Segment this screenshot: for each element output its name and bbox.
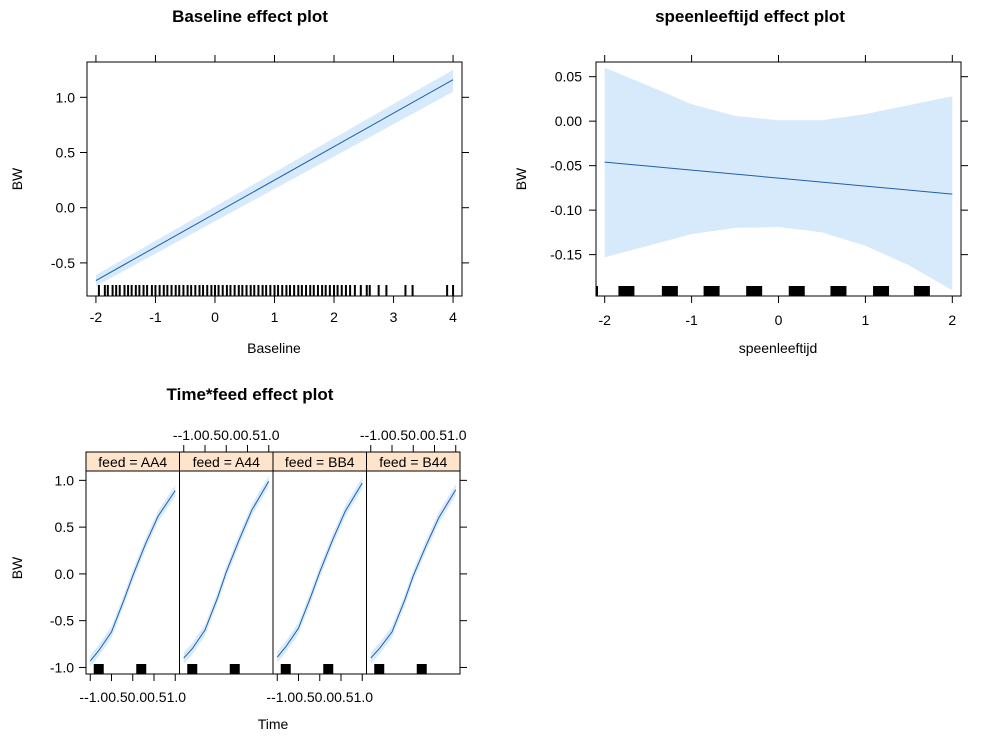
feed-fit-path — [183, 481, 270, 659]
baseline-x-label: Baseline — [247, 340, 301, 356]
time-feed-panel: feed = AA4 — [85, 451, 180, 675]
time-feed-y-tick-label: -0.5 — [50, 613, 74, 629]
baseline-y-tick-label: 1.0 — [56, 89, 76, 105]
baseline-effect-plot: Baseline effect plot -2 -1 0 1 2 3 4 -0.5 0.0 0.5… — [9, 7, 469, 356]
feed-rug-block — [280, 664, 291, 674]
speenleeftijd-y-tick-label: 0.00 — [555, 113, 582, 129]
baseline-fit-path — [95, 79, 454, 281]
baseline-y-tick-label: 0.0 — [56, 200, 76, 216]
time-feed-effect-plot: Time*feed effect plot feed = AA4 feed = A… — [9, 385, 467, 732]
time-feed-plot-title: Time*feed effect plot — [167, 385, 334, 404]
feed-strip-label: feed = BB4 — [285, 454, 355, 470]
speenleeftijd-effect-plot: speenleeftijd effect plot -2 -1 0 1 2 -0.15 -0… — [513, 7, 968, 356]
baseline-x-tick-label: 2 — [330, 309, 338, 325]
speenleeftijd-x-tick-label: 2 — [948, 312, 956, 328]
baseline-x-tick-label: -1 — [149, 309, 162, 325]
speenleeftijd-confidence-band — [604, 67, 953, 291]
speenleeftijd-axes: -2 -1 0 1 2 -0.15 -0.10 -0.05 0.00 0.05 — [550, 55, 968, 328]
feed-strip-label: feed = B44 — [379, 454, 447, 470]
speenleeftijd-fit-line — [604, 161, 953, 195]
time-x-tick-labels: --1.00.50.00.51.0 — [173, 427, 280, 443]
baseline-x-tick-label: 1 — [271, 309, 279, 325]
time-feed-y-tick-label: -1.0 — [50, 659, 74, 675]
baseline-y-tick-label: 0.5 — [56, 145, 76, 161]
speenleeftijd-y-tick-label: -0.10 — [550, 202, 582, 218]
speenleeftijd-x-tick-label: 0 — [775, 312, 783, 328]
feed-fit-path — [276, 482, 363, 658]
speenleeftijd-rug-block — [703, 286, 720, 296]
time-x-tick-labels: --1.00.50.00.51.0 — [360, 427, 467, 443]
time-feed-panel: feed = A44 — [179, 451, 274, 675]
time-feed-y-tick-label: 0.5 — [55, 519, 75, 535]
speenleeftijd-y-label: BW — [513, 167, 529, 190]
time-feed-panel: feed = B44 — [366, 451, 461, 675]
speenleeftijd-x-tick-label: 1 — [862, 312, 870, 328]
feed-rug-block — [136, 664, 147, 674]
speenleeftijd-rug-block — [661, 286, 678, 296]
feed-rug-block — [416, 664, 427, 674]
speenleeftijd-rug-block — [830, 286, 847, 296]
speenleeftijd-rug-block — [618, 286, 635, 296]
time-feed-y-label: BW — [9, 556, 25, 579]
speenleeftijd-plot-title: speenleeftijd effect plot — [655, 7, 845, 26]
feed-rug-block — [323, 664, 334, 674]
speenleeftijd-x-tick-label: -2 — [598, 312, 611, 328]
time-feed-y-tick-label: 1.0 — [55, 472, 75, 488]
baseline-confidence-band — [95, 69, 454, 287]
baseline-x-tick-label: -2 — [90, 309, 103, 325]
speenleeftijd-rug — [596, 286, 930, 296]
feed-ci-band — [183, 475, 269, 664]
feed-fit-path — [89, 490, 176, 662]
feed-panel-frame — [366, 470, 461, 675]
baseline-x-tick-label: 4 — [449, 309, 457, 325]
time-feed-axes: --1.00.50.00.51.0 --1.00.50.00.51.0 --1.00… — [50, 427, 467, 705]
feed-ci-band — [370, 484, 456, 664]
speenleeftijd-x-tick-label: -1 — [685, 312, 698, 328]
speenleeftijd-y-tick-label: -0.05 — [550, 158, 582, 174]
time-feed-y-tick-label: 0.0 — [55, 566, 75, 582]
time-x-tick-labels: --1.00.50.00.51.0 — [79, 689, 186, 705]
feed-rug-block — [187, 664, 198, 674]
time-x-tick-labels: --1.00.50.00.51.0 — [266, 689, 373, 705]
speenleeftijd-x-label: speenleeftijd — [739, 340, 818, 356]
baseline-ci-band — [95, 69, 454, 287]
speenleeftijd-y-tick-label: -0.15 — [550, 247, 582, 263]
baseline-x-tick-label: 3 — [390, 309, 398, 325]
speenleeftijd-ci-band — [604, 67, 953, 291]
speenleeftijd-fit-path — [604, 161, 953, 195]
speenleeftijd-rug-block — [746, 286, 763, 296]
time-feed-panels: feed = AA4 feed = A44 feed = BB4 feed = B44 — [85, 451, 461, 675]
feed-rug-block — [229, 664, 240, 674]
time-feed-x-label: Time — [258, 716, 289, 732]
feed-rug-block — [374, 664, 385, 674]
feed-rug-block — [93, 664, 104, 674]
baseline-plot-title: Baseline effect plot — [172, 7, 328, 26]
feed-strip-label: feed = AA4 — [98, 454, 167, 470]
speenleeftijd-rug-block — [873, 286, 890, 296]
time-feed-panel: feed = BB4 — [272, 451, 367, 675]
baseline-y-label: BW — [9, 167, 25, 190]
feed-ci-band — [277, 477, 363, 663]
baseline-fit-line — [95, 79, 454, 281]
baseline-y-tick-label: -0.5 — [51, 255, 75, 271]
speenleeftijd-rug-block — [788, 286, 805, 296]
feed-fit-path — [370, 489, 457, 659]
baseline-x-tick-label: 0 — [211, 309, 219, 325]
baseline-axes: -2 -1 0 1 2 3 4 -0.5 0.0 0.5 1.0 — [51, 55, 469, 325]
speenleeftijd-rug-block — [913, 286, 930, 296]
speenleeftijd-y-tick-label: 0.05 — [555, 69, 582, 85]
feed-strip-label: feed = A44 — [193, 454, 261, 470]
baseline-rug — [97, 285, 455, 296]
